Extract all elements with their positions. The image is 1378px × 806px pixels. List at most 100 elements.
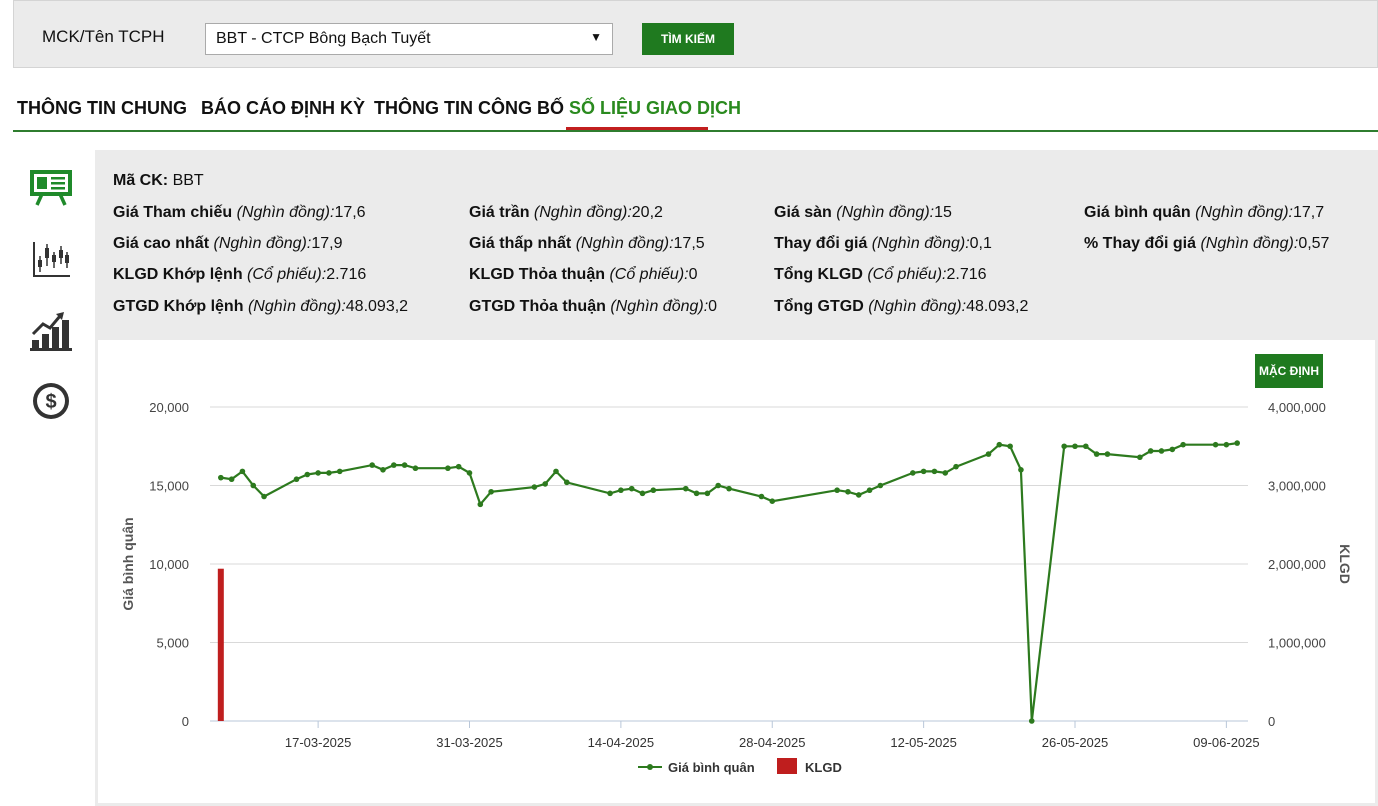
- price-point: [315, 470, 321, 476]
- info-field-unit: (Nghìn đồng):: [236, 204, 335, 221]
- tab-trading-data[interactable]: SỐ LIỆU GIAO DỊCH: [569, 98, 742, 118]
- price-point: [326, 470, 332, 476]
- info-field: Tổng GTGD (Nghìn đồng):48.093,2: [774, 298, 1028, 316]
- info-field-value: 48.093,2: [966, 298, 1029, 315]
- legend-line-marker: [647, 764, 653, 770]
- price-point: [1180, 441, 1186, 448]
- price-point: [910, 470, 916, 476]
- volume-bar: [217, 568, 224, 721]
- price-point: [682, 485, 689, 492]
- x-tick-label: 31-03-2025: [436, 735, 503, 750]
- y2-tick-label: 1,000,000: [1268, 636, 1326, 651]
- info-field: Giá Tham chiếu (Nghìn đồng):17,6: [113, 204, 366, 222]
- candlestick-chart-icon[interactable]: [30, 238, 72, 280]
- company-select[interactable]: BBT - CTCP Bông Bạch Tuyết ▼: [205, 23, 613, 55]
- x-tick-label: 17-03-2025: [285, 735, 352, 750]
- price-point: [455, 463, 462, 470]
- price-point: [477, 501, 484, 508]
- price-point: [1083, 443, 1089, 450]
- price-point: [1061, 443, 1067, 450]
- tab-disclosures[interactable]: THÔNG TIN CÔNG BỐ: [374, 98, 564, 118]
- price-point: [726, 485, 732, 492]
- price-point: [1169, 446, 1176, 453]
- info-field: KLGD Khớp lệnh (Cổ phiếu):2.716: [113, 266, 366, 284]
- info-field-label: % Thay đổi giá: [1084, 235, 1197, 252]
- price-point: [704, 490, 711, 497]
- dollar-coin-icon[interactable]: $: [30, 380, 72, 422]
- info-field-label: Thay đổi giá: [774, 235, 868, 252]
- y2-tick-label: 3,000,000: [1268, 479, 1326, 494]
- search-bar: MCK/Tên TCPH BBT - CTCP Bông Bạch Tuyết …: [13, 0, 1378, 68]
- info-field-unit: (Nghìn đồng):: [610, 298, 709, 315]
- tab-periodic-reports[interactable]: BÁO CÁO ĐỊNH KỲ: [201, 98, 366, 118]
- ticker-info: Mã CK: BBT: [113, 172, 204, 190]
- info-field-unit: (Nghìn đồng):: [213, 235, 312, 252]
- info-field-value: 0,1: [969, 235, 992, 252]
- price-point: [931, 468, 938, 475]
- x-tick-label: 12-05-2025: [890, 735, 957, 750]
- default-view-button[interactable]: MẶC ĐỊNH: [1255, 354, 1323, 388]
- info-field: GTGD Khớp lệnh (Nghìn đồng):48.093,2: [113, 298, 408, 316]
- price-point: [1147, 448, 1154, 454]
- y-tick-label: 10,000: [149, 557, 189, 572]
- price-point: [1212, 441, 1219, 448]
- price-point: [953, 463, 959, 470]
- info-field-value: 17,7: [1292, 204, 1325, 221]
- info-field: Giá cao nhất (Nghìn đồng):17,9: [113, 235, 342, 253]
- info-field-unit: (Cổ phiếu):: [867, 266, 947, 283]
- info-field: Giá thấp nhất (Nghìn đồng):17,5: [469, 235, 705, 253]
- info-field: % Thay đổi giá (Nghìn đồng):0,57: [1084, 235, 1329, 253]
- y-tick-label: 0: [182, 714, 189, 729]
- info-field-label: Giá bình quân: [1084, 204, 1191, 221]
- price-point: [877, 482, 884, 489]
- info-field: KLGD Thỏa thuận (Cổ phiếu):0: [469, 266, 698, 284]
- info-field-value: 17,9: [311, 235, 343, 252]
- price-point: [866, 487, 873, 494]
- price-point: [261, 493, 267, 500]
- price-point: [293, 476, 300, 483]
- ticker-label: Mã CK:: [113, 172, 169, 189]
- info-field-label: Giá sàn: [774, 204, 832, 221]
- price-point: [380, 467, 386, 473]
- price-point: [466, 470, 473, 476]
- price-point: [488, 488, 494, 495]
- info-field-label: KLGD Khớp lệnh: [113, 266, 243, 283]
- price-point: [693, 490, 700, 497]
- info-field-label: Giá trần: [469, 204, 530, 221]
- info-field-label: Giá thấp nhất: [469, 235, 572, 252]
- price-point: [1018, 467, 1024, 473]
- presentation-board-icon[interactable]: [30, 166, 72, 208]
- legend-label: KLGD: [805, 760, 842, 775]
- info-field-value: 0: [688, 266, 698, 283]
- price-point: [1104, 451, 1111, 457]
- y-axis-title: Giá bình quân: [120, 517, 136, 610]
- price-point: [531, 484, 538, 490]
- info-field: GTGD Thỏa thuận (Nghìn đồng):0: [469, 298, 717, 316]
- price-point: [228, 476, 235, 483]
- info-field-label: GTGD Khớp lệnh: [113, 298, 244, 315]
- legend-label: Giá bình quân: [668, 760, 755, 775]
- chevron-down-icon: ▼: [590, 30, 602, 44]
- price-point: [758, 493, 765, 500]
- info-field-label: Tổng GTGD: [774, 298, 864, 315]
- info-field-unit: (Nghìn đồng):: [575, 235, 674, 252]
- price-point: [412, 465, 419, 472]
- price-point: [1158, 448, 1165, 454]
- info-field-value: 2.716: [946, 266, 987, 283]
- price-point: [1028, 718, 1035, 724]
- info-field: Giá bình quân (Nghìn đồng):17,7: [1084, 204, 1324, 222]
- company-select-value: BBT - CTCP Bông Bạch Tuyết: [216, 30, 431, 47]
- bar-growth-chart-icon[interactable]: [30, 310, 72, 352]
- price-line: [220, 442, 1238, 722]
- legend-bar-swatch: [777, 758, 797, 774]
- svg-text:$: $: [45, 391, 56, 413]
- info-field-unit: (Nghìn đồng):: [533, 204, 632, 221]
- price-point: [1093, 451, 1100, 457]
- price-point: [304, 471, 311, 478]
- search-button[interactable]: TÌM KIẾM: [642, 23, 734, 55]
- price-point: [769, 498, 776, 505]
- tab-general-info[interactable]: THÔNG TIN CHUNG: [17, 98, 187, 118]
- price-point: [834, 487, 840, 494]
- info-field-value: 15: [934, 204, 952, 221]
